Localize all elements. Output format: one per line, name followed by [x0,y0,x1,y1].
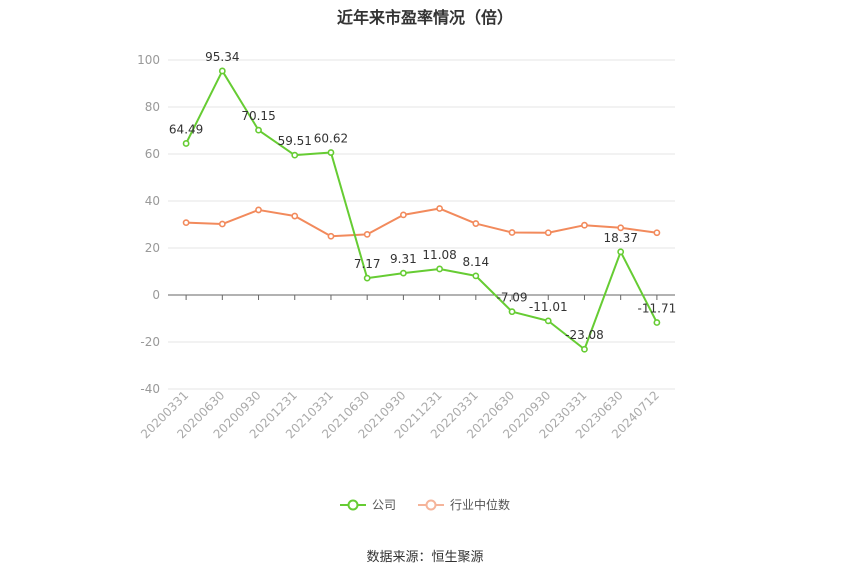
data-point [436,205,444,212]
data-point [399,211,407,219]
data-source: 数据来源：恒生聚源 [366,550,484,565]
data-label: 7.17 [354,257,381,271]
legend-line-icon [418,499,444,510]
data-label: 59.51 [278,134,312,148]
data-point [399,269,407,277]
data-point [218,220,226,228]
data-label: -11.01 [529,300,568,314]
data-point [255,126,262,134]
data-label: -23.08 [565,328,604,342]
data-label: 60.62 [314,132,348,146]
data-label: 95.34 [205,50,239,64]
data-label: 11.08 [422,248,456,262]
data-label: 64.49 [169,122,203,136]
chart-legend: 公司 行业中位数 [0,496,850,513]
data-point [291,151,299,159]
data-point [472,272,480,280]
legend-label-company: 公司 [371,498,396,512]
data-point [436,265,444,273]
data-label: -11.71 [638,302,677,316]
data-point [472,220,480,227]
y-tick-label: 80 [145,100,160,114]
series-line-industry [186,207,658,238]
y-tick-label: 20 [145,241,160,255]
y-tick-label: 40 [145,194,160,208]
data-point [544,317,552,325]
data-point [182,219,190,227]
y-tick-label: -40 [140,382,160,396]
data-label: -7.09 [497,291,528,305]
data-point [581,221,588,229]
data-point [544,229,552,237]
legend-line-icon [339,499,366,510]
legend-label-industry: 行业中位数 [450,498,511,512]
data-point [255,206,262,214]
data-label: 18.37 [603,231,637,245]
data-point [653,319,661,326]
data-point [363,274,371,282]
data-point [363,230,371,238]
data-point [617,224,625,232]
y-tick-label: 100 [137,53,160,67]
data-point [508,229,516,236]
y-tick-label: 0 [152,288,160,302]
data-point [327,149,335,156]
y-tick-label: -20 [140,335,160,349]
series-line-company [185,69,658,351]
legend-item-industry[interactable]: 行业中位数 [418,496,510,513]
data-point [508,308,516,316]
data-label: 70.15 [241,109,275,123]
data-point [182,140,190,147]
data-point [653,229,661,237]
data-point [581,345,588,353]
data-point [291,212,299,220]
chart-title: 近年来市盈率情况（倍） [336,8,513,27]
data-point [218,67,226,75]
data-point [327,232,335,240]
legend-item-company[interactable]: 公司 [339,496,396,513]
data-label: 9.31 [390,252,417,266]
data-label: 8.14 [462,255,489,269]
data-point [617,248,625,256]
y-tick-label: 60 [145,147,160,161]
